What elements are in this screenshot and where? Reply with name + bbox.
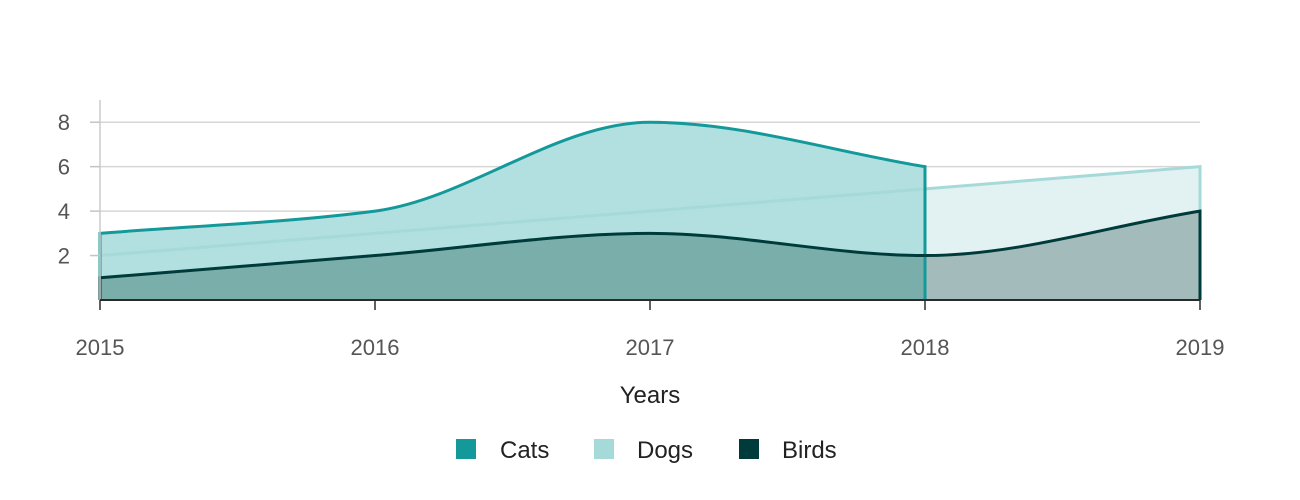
x-tick-label: 2015	[76, 335, 125, 360]
y-axis-ticks: 2 4 6 8	[58, 110, 100, 269]
legend-swatch-cats	[456, 439, 476, 459]
legend-swatch-dogs	[594, 439, 614, 459]
y-tick-label: 8	[58, 110, 70, 135]
y-tick-label: 2	[58, 244, 70, 269]
legend-swatch-birds	[739, 439, 759, 459]
area-birds-extension	[925, 211, 1200, 300]
legend-label-dogs: Dogs	[637, 437, 693, 464]
x-tick-label: 2019	[1176, 335, 1225, 360]
x-axis-title: Years	[620, 382, 681, 409]
x-tick-label: 2016	[351, 335, 400, 360]
y-tick-label: 6	[58, 155, 70, 180]
legend-item-cats[interactable]: Cats	[456, 437, 549, 464]
area-birds	[100, 233, 925, 300]
legend-item-birds[interactable]: Birds	[739, 437, 837, 464]
x-tick-label: 2018	[901, 335, 950, 360]
y-tick-label: 4	[58, 199, 70, 224]
legend-label-birds: Birds	[782, 437, 837, 464]
line-cats	[98, 120, 927, 300]
legend-item-dogs[interactable]: Dogs	[594, 437, 693, 464]
line-birds	[98, 209, 1202, 300]
x-axis-ticks: 2015 2016 2017 2018 2019	[76, 300, 1225, 360]
x-tick-label: 2017	[626, 335, 675, 360]
legend: Cats Dogs Birds	[456, 437, 837, 464]
legend-label-cats: Cats	[500, 437, 549, 464]
